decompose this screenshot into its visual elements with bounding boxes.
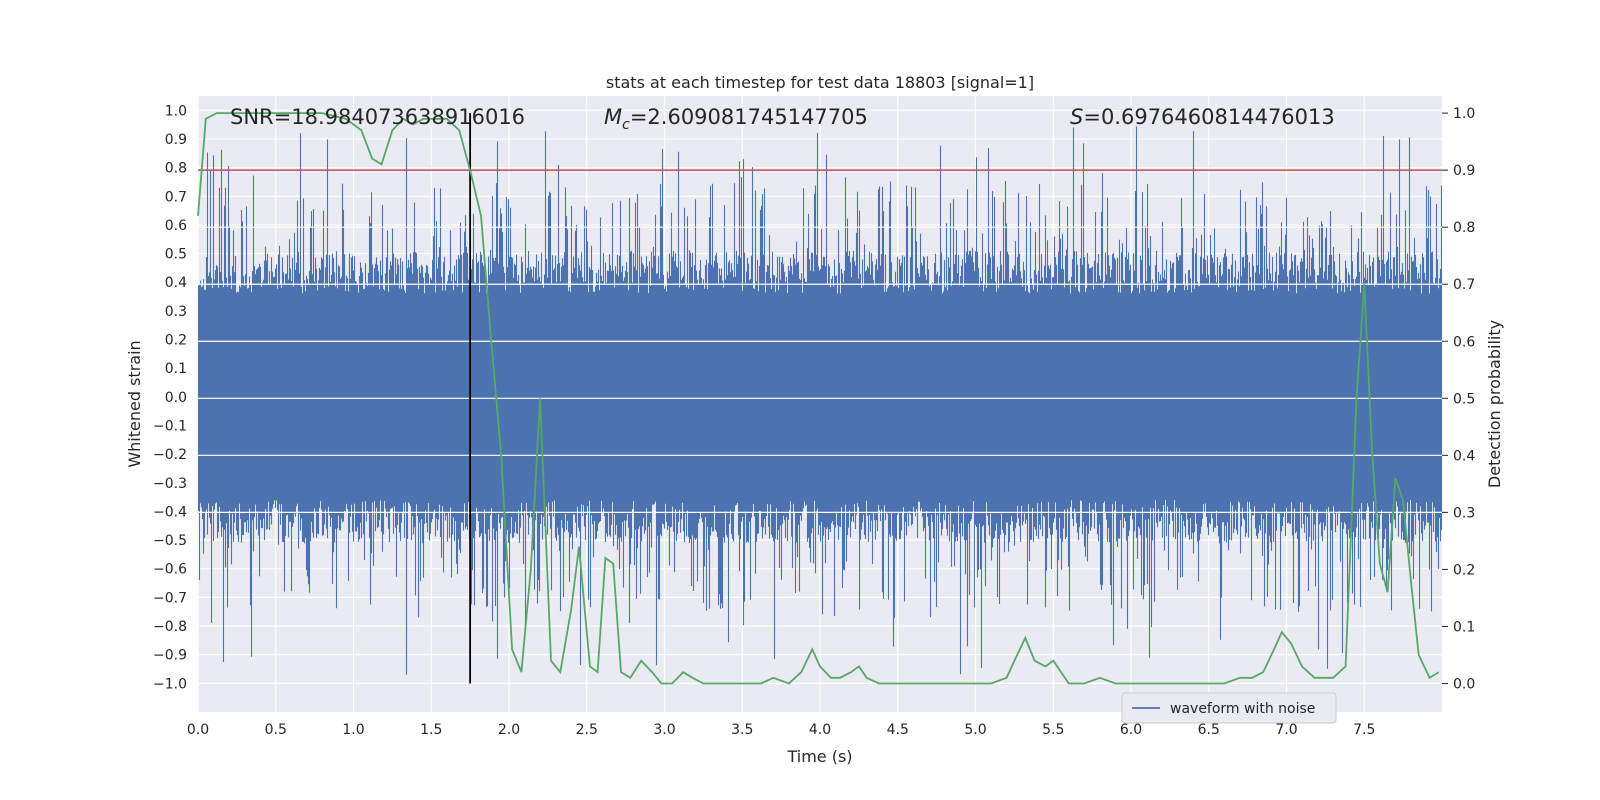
x-tick-label: 4.5 bbox=[887, 722, 909, 738]
chirp-mass-annotation: Mc=2.609081745147705 bbox=[604, 105, 868, 133]
y-left-axis-label: Whitened strain bbox=[125, 340, 144, 467]
score-value: =0.6976460814476013 bbox=[1083, 105, 1334, 129]
y-right-tick-label: 0.2 bbox=[1453, 562, 1475, 578]
x-tick-label: 0.0 bbox=[187, 722, 209, 738]
y-right-tick-label: 0.6 bbox=[1453, 334, 1475, 350]
chart-title: stats at each timestep for test data 188… bbox=[606, 73, 1034, 92]
snr-annotation: SNR=18.984073638916016 bbox=[230, 105, 525, 129]
y-left-tick-label: 0.1 bbox=[165, 361, 187, 377]
x-tick-label: 2.5 bbox=[576, 722, 598, 738]
x-tick-label: 5.5 bbox=[1042, 722, 1064, 738]
x-tick-label: 7.0 bbox=[1275, 722, 1297, 738]
legend-box bbox=[1121, 692, 1337, 724]
x-tick-label: 1.5 bbox=[420, 722, 442, 738]
x-tick-label: 1.0 bbox=[342, 722, 364, 738]
y-left-tick-label: −0.5 bbox=[153, 533, 187, 549]
detection-probability-line bbox=[197, 112, 1440, 685]
y-left-tick-label: 0.5 bbox=[165, 247, 187, 263]
y-left-tick-label: 0.4 bbox=[165, 275, 187, 291]
y-right-ticks: 1.0 0.9 0.8 0.7 0.6 0.5 0.4 0.3 0.2 0.1 0.0 bbox=[1442, 106, 1475, 692]
chirp-mass-subscript: c bbox=[622, 117, 630, 133]
chirp-mass-value: =2.609081745147705 bbox=[630, 105, 868, 129]
y-left-tick-label: 1.0 bbox=[165, 103, 187, 119]
x-tick-label: 3.0 bbox=[653, 722, 675, 738]
y-right-tick-label: 0.4 bbox=[1453, 448, 1475, 464]
y-left-tick-label: 0.8 bbox=[165, 161, 187, 177]
y-right-tick-label: 0.5 bbox=[1453, 391, 1475, 407]
y-right-tick-label: 0.0 bbox=[1453, 676, 1475, 692]
y-left-tick-label: −0.6 bbox=[153, 562, 187, 578]
x-tick-label: 2.0 bbox=[498, 722, 520, 738]
y-right-axis-label: Detection probability bbox=[1485, 320, 1504, 488]
x-tick-label: 6.0 bbox=[1120, 722, 1142, 738]
y-right-tick-label: 0.8 bbox=[1453, 220, 1475, 236]
y-right-tick-label: 1.0 bbox=[1453, 106, 1475, 122]
y-left-tick-label: −0.9 bbox=[153, 648, 187, 664]
y-left-tick-label: 0.7 bbox=[165, 189, 187, 205]
score-annotation: S=0.6976460814476013 bbox=[1070, 105, 1335, 129]
y-left-tick-label: 0.9 bbox=[165, 132, 187, 148]
y-left-tick-label: 0.2 bbox=[165, 333, 187, 349]
y-left-tick-label: −0.3 bbox=[153, 476, 187, 492]
y-left-tick-label: −0.1 bbox=[153, 418, 187, 434]
y-right-tick-label: 0.9 bbox=[1453, 163, 1475, 179]
waveform-core bbox=[198, 293, 1442, 500]
x-tick-label: 3.5 bbox=[731, 722, 753, 738]
y-left-tick-label: −0.8 bbox=[153, 619, 187, 635]
x-tick-label: 0.5 bbox=[265, 722, 287, 738]
y-left-tick-label: −0.4 bbox=[153, 504, 187, 520]
legend-label: waveform with noise bbox=[1170, 701, 1315, 717]
y-right-tick-label: 0.1 bbox=[1453, 619, 1475, 635]
y-left-tick-label: 0.6 bbox=[165, 218, 187, 234]
legend: waveform with noise bbox=[1121, 692, 1337, 724]
y-left-tick-label: 0.0 bbox=[165, 390, 187, 406]
x-tick-label: 4.0 bbox=[809, 722, 831, 738]
y-left-ticks: 1.0 0.9 0.8 0.7 0.6 0.5 0.4 0.3 0.2 0.1 0.0 −0.1 −0.… bbox=[153, 103, 187, 692]
y-left-tick-label: −0.2 bbox=[153, 447, 187, 463]
chirp-mass-symbol: M bbox=[604, 105, 622, 129]
x-tick-label: 5.0 bbox=[964, 722, 986, 738]
y-right-tick-label: 0.3 bbox=[1453, 505, 1475, 521]
y-left-tick-label: −0.7 bbox=[153, 590, 187, 606]
y-right-tick-label: 0.7 bbox=[1453, 277, 1475, 293]
score-symbol: S bbox=[1070, 105, 1083, 129]
y-left-tick-label: −1.0 bbox=[153, 676, 187, 692]
x-axis-label: Time (s) bbox=[786, 747, 852, 766]
x-ticks: 0.0 0.5 1.0 1.5 2.0 2.5 3.0 3.5 4.0 4.5 5.0 5.5 6.0 6… bbox=[187, 722, 1376, 738]
x-tick-label: 6.5 bbox=[1198, 722, 1220, 738]
y-left-tick-label: 0.3 bbox=[165, 304, 187, 320]
x-tick-label: 7.5 bbox=[1353, 722, 1375, 738]
